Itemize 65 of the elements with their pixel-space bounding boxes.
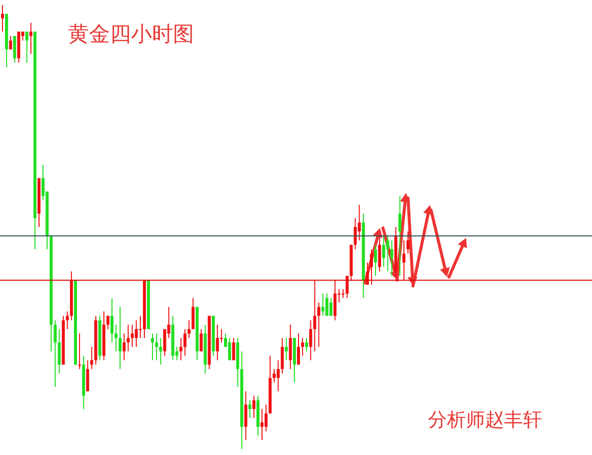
candlestick xyxy=(301,338,304,356)
candlestick xyxy=(216,324,219,361)
candlestick xyxy=(305,338,308,352)
candlestick xyxy=(159,338,162,366)
candlestick xyxy=(333,280,336,321)
candlestick xyxy=(110,298,114,343)
candlestick xyxy=(90,346,94,370)
candlestick xyxy=(29,22,32,54)
candlestick xyxy=(126,324,130,352)
candlestick xyxy=(25,31,28,64)
candlestick xyxy=(58,328,61,374)
candlestick xyxy=(382,235,386,268)
candlestick xyxy=(232,338,236,361)
candlestick xyxy=(179,338,182,361)
candlestick xyxy=(1,5,4,32)
candlestick xyxy=(192,298,195,330)
candlestick xyxy=(260,408,264,441)
candlestick xyxy=(66,310,69,330)
candlestick xyxy=(386,235,390,272)
candlestick xyxy=(244,390,248,441)
candlestick xyxy=(86,360,90,392)
candlestick xyxy=(406,230,410,254)
candlestick xyxy=(138,315,142,338)
candlestick xyxy=(374,244,378,276)
candlestick xyxy=(398,195,402,276)
candlestick xyxy=(313,280,316,352)
candlestick xyxy=(118,306,122,370)
candlestick xyxy=(78,333,82,370)
candlestick xyxy=(321,293,324,316)
candlestick xyxy=(325,293,328,316)
annotation: 分析师赵丰轩 xyxy=(428,408,542,433)
candlestick xyxy=(264,404,268,432)
candlestick xyxy=(280,338,284,374)
candlestick xyxy=(297,333,300,366)
candlestick xyxy=(284,338,288,361)
candlestick xyxy=(309,320,312,361)
candlestick xyxy=(114,324,118,352)
candlestick xyxy=(151,333,154,361)
candlestick xyxy=(329,298,332,316)
candlestick xyxy=(390,240,394,276)
candlestick xyxy=(134,320,138,348)
candlestick xyxy=(354,218,357,250)
candlestick xyxy=(228,338,232,361)
candlestick xyxy=(9,36,12,50)
candlestick xyxy=(13,36,16,64)
candlestick xyxy=(163,328,166,356)
candlestick xyxy=(155,333,158,361)
text: 黄金四小时图 xyxy=(68,21,194,48)
candlestick xyxy=(122,333,126,361)
candlestick xyxy=(130,324,134,348)
candlestick xyxy=(54,320,57,388)
candlestick xyxy=(248,400,252,418)
candlestick xyxy=(188,320,191,338)
candlestick xyxy=(272,368,276,383)
candlestick xyxy=(317,302,320,348)
candlestick xyxy=(106,315,110,330)
candlestick xyxy=(252,395,256,418)
candlestick xyxy=(276,360,280,392)
candlestick xyxy=(288,324,292,370)
candlestick xyxy=(402,240,406,281)
candlestick xyxy=(358,204,361,241)
candlestick xyxy=(200,328,203,352)
candlestick xyxy=(378,235,382,272)
candlestick xyxy=(370,248,373,286)
candlestick xyxy=(183,328,186,356)
